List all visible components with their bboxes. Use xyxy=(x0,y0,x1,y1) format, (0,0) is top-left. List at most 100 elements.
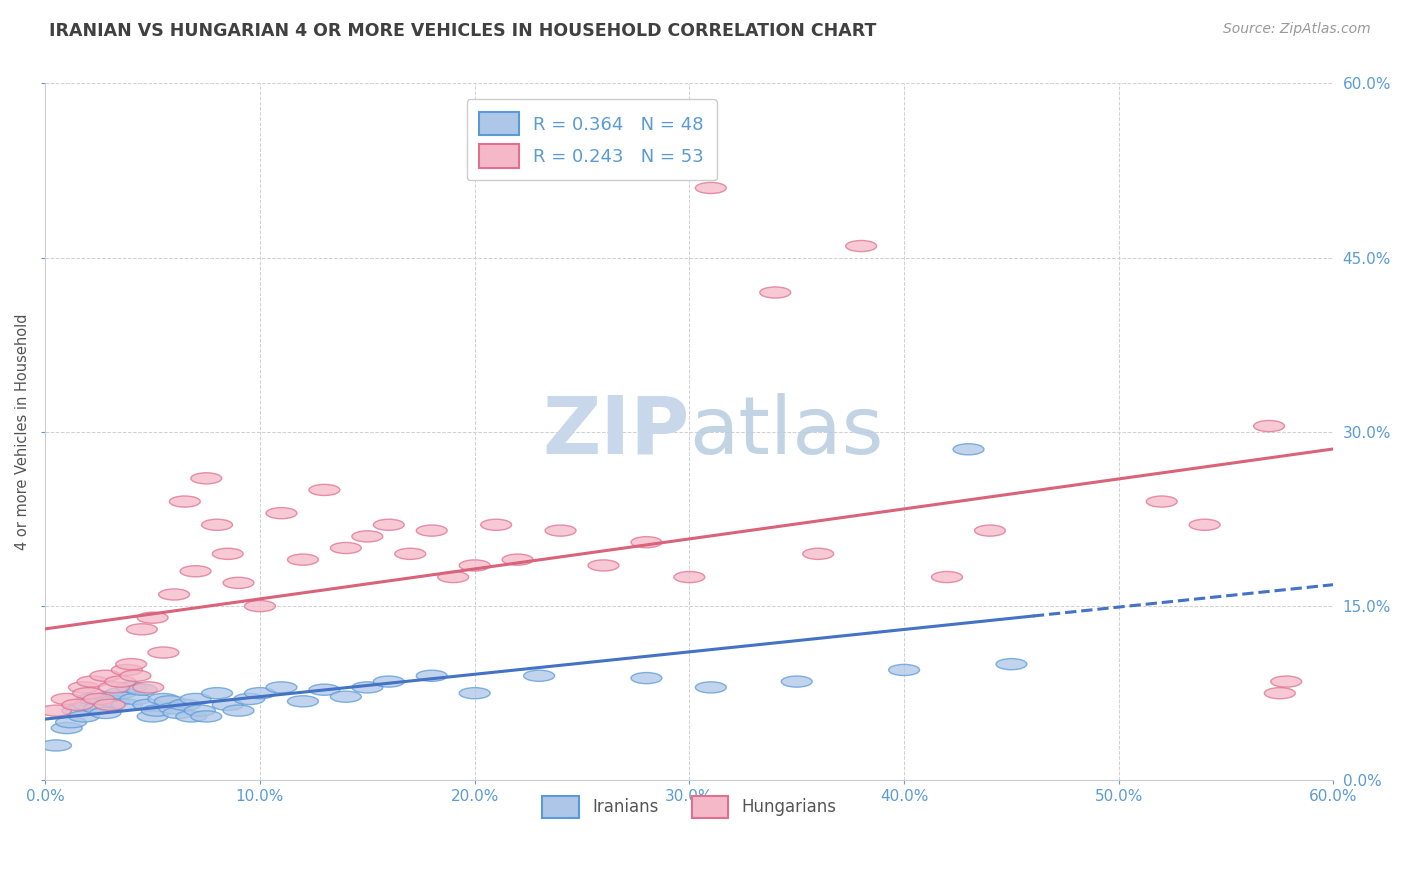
Ellipse shape xyxy=(77,676,108,687)
Ellipse shape xyxy=(673,572,704,582)
Ellipse shape xyxy=(180,566,211,577)
Ellipse shape xyxy=(416,670,447,681)
Ellipse shape xyxy=(155,696,186,706)
Ellipse shape xyxy=(163,707,194,719)
Text: Source: ZipAtlas.com: Source: ZipAtlas.com xyxy=(1223,22,1371,37)
Ellipse shape xyxy=(201,688,232,698)
Ellipse shape xyxy=(523,670,554,681)
Ellipse shape xyxy=(69,681,100,693)
Ellipse shape xyxy=(374,676,405,687)
Ellipse shape xyxy=(41,705,72,716)
Ellipse shape xyxy=(73,699,104,710)
Ellipse shape xyxy=(134,681,163,693)
Ellipse shape xyxy=(169,496,200,508)
Ellipse shape xyxy=(169,699,200,710)
Ellipse shape xyxy=(115,658,146,670)
Ellipse shape xyxy=(115,681,146,693)
Ellipse shape xyxy=(159,589,190,600)
Ellipse shape xyxy=(159,703,190,714)
Ellipse shape xyxy=(111,699,142,710)
Ellipse shape xyxy=(588,560,619,571)
Ellipse shape xyxy=(51,723,82,733)
Ellipse shape xyxy=(309,484,340,496)
Ellipse shape xyxy=(111,665,142,675)
Ellipse shape xyxy=(191,711,222,722)
Ellipse shape xyxy=(191,473,222,483)
Ellipse shape xyxy=(245,688,276,698)
Ellipse shape xyxy=(98,696,129,706)
Ellipse shape xyxy=(56,716,87,728)
Ellipse shape xyxy=(953,443,984,455)
Ellipse shape xyxy=(287,554,318,566)
Ellipse shape xyxy=(245,600,276,612)
Text: IRANIAN VS HUNGARIAN 4 OR MORE VEHICLES IN HOUSEHOLD CORRELATION CHART: IRANIAN VS HUNGARIAN 4 OR MORE VEHICLES … xyxy=(49,22,876,40)
Ellipse shape xyxy=(120,670,150,681)
Ellipse shape xyxy=(460,688,491,698)
Ellipse shape xyxy=(502,554,533,566)
Ellipse shape xyxy=(127,624,157,635)
Ellipse shape xyxy=(212,549,243,559)
Ellipse shape xyxy=(138,711,169,722)
Ellipse shape xyxy=(330,542,361,554)
Y-axis label: 4 or more Vehicles in Household: 4 or more Vehicles in Household xyxy=(15,314,30,550)
Ellipse shape xyxy=(98,681,129,693)
Ellipse shape xyxy=(416,525,447,536)
Ellipse shape xyxy=(352,681,382,693)
Text: ZIP: ZIP xyxy=(543,392,689,471)
Ellipse shape xyxy=(631,537,662,548)
Ellipse shape xyxy=(631,673,662,683)
Ellipse shape xyxy=(51,693,82,705)
Ellipse shape xyxy=(180,693,211,705)
Ellipse shape xyxy=(120,693,150,705)
Ellipse shape xyxy=(759,287,790,298)
Ellipse shape xyxy=(90,707,121,719)
Ellipse shape xyxy=(889,665,920,675)
Ellipse shape xyxy=(845,241,876,252)
Ellipse shape xyxy=(62,705,93,716)
Ellipse shape xyxy=(73,688,104,698)
Ellipse shape xyxy=(83,703,114,714)
Ellipse shape xyxy=(995,658,1026,670)
Ellipse shape xyxy=(932,572,963,582)
Ellipse shape xyxy=(696,182,727,194)
Ellipse shape xyxy=(352,531,382,542)
Ellipse shape xyxy=(696,681,727,693)
Ellipse shape xyxy=(134,699,163,710)
Ellipse shape xyxy=(309,684,340,695)
Ellipse shape xyxy=(41,739,72,751)
Ellipse shape xyxy=(287,696,318,706)
Ellipse shape xyxy=(224,577,254,589)
Ellipse shape xyxy=(437,572,468,582)
Ellipse shape xyxy=(212,699,243,710)
Ellipse shape xyxy=(201,519,232,531)
Ellipse shape xyxy=(105,676,136,687)
Ellipse shape xyxy=(1264,688,1295,698)
Ellipse shape xyxy=(83,693,114,705)
Ellipse shape xyxy=(148,693,179,705)
Ellipse shape xyxy=(62,699,93,710)
Ellipse shape xyxy=(127,684,157,695)
Ellipse shape xyxy=(460,560,491,571)
Ellipse shape xyxy=(481,519,512,531)
Ellipse shape xyxy=(148,647,179,658)
Ellipse shape xyxy=(138,612,169,624)
Ellipse shape xyxy=(395,549,426,559)
Ellipse shape xyxy=(184,705,215,716)
Ellipse shape xyxy=(546,525,576,536)
Ellipse shape xyxy=(374,519,405,531)
Ellipse shape xyxy=(105,688,136,698)
Ellipse shape xyxy=(142,705,173,716)
Ellipse shape xyxy=(1254,420,1285,432)
Ellipse shape xyxy=(94,699,125,710)
Ellipse shape xyxy=(974,525,1005,536)
Ellipse shape xyxy=(266,508,297,519)
Ellipse shape xyxy=(1271,676,1302,687)
Ellipse shape xyxy=(224,705,254,716)
Ellipse shape xyxy=(266,681,297,693)
Ellipse shape xyxy=(176,711,207,722)
Ellipse shape xyxy=(77,693,108,705)
Ellipse shape xyxy=(330,691,361,702)
Ellipse shape xyxy=(69,711,100,722)
Ellipse shape xyxy=(782,676,813,687)
Ellipse shape xyxy=(90,670,121,681)
